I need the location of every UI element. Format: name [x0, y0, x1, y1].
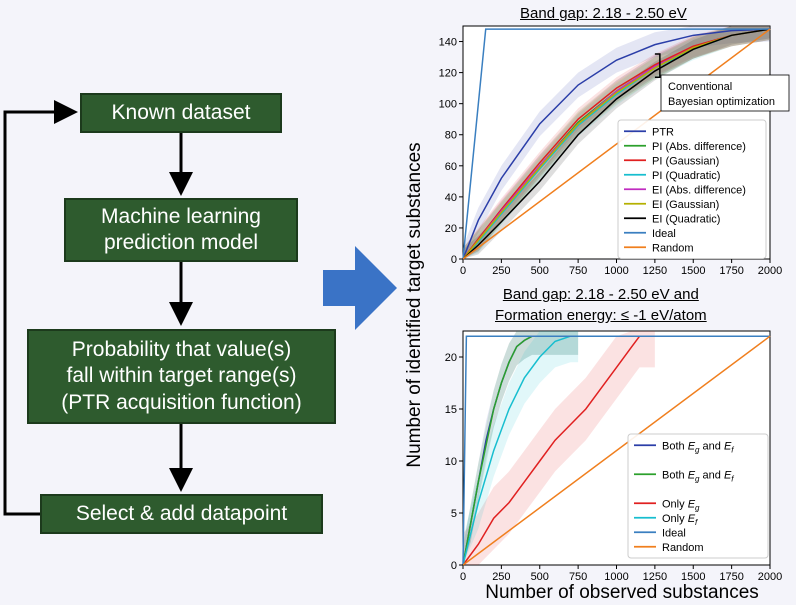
legend-label-6: EI (Quadratic): [652, 213, 720, 225]
chart1-title: Band gap: 2.18 - 2.50 eV: [520, 5, 687, 22]
series-line-4: [462, 335, 770, 566]
ptr-line3: (PTR acquisition function): [61, 390, 302, 414]
legend-label-2: Only Eg: [662, 498, 700, 512]
x-tick-label-0: 0: [460, 571, 466, 583]
chart2-title: Band gap: 2.18 - 2.50 eV and Formation e…: [495, 284, 707, 326]
chart2-title-line2: Formation energy: ≤ -1 eV/atom: [495, 307, 707, 324]
big-blue-arrow: [323, 246, 397, 330]
known-dataset-label: Known dataset: [111, 100, 251, 124]
x-tick-label-3: 750: [569, 571, 587, 583]
x-tick-label-5: 1250: [643, 265, 667, 277]
series-line-2: [462, 335, 655, 566]
annotation-line2: Bayesian optimization: [668, 96, 775, 108]
legend-label-3: PI (Quadratic): [652, 170, 720, 182]
x-tick-label-1: 250: [492, 265, 510, 277]
x-tick-label-8: 2000: [758, 265, 782, 277]
series-line-7: [462, 28, 770, 260]
legend-label-3: Only Ef: [662, 513, 698, 527]
select-datapoint-box: Select & add datapoint: [40, 494, 323, 534]
legend-label-7: Ideal: [652, 228, 676, 240]
annotation-bracket: [654, 53, 661, 79]
y-tick-label-6: 120: [439, 68, 457, 80]
x-tick-label-1: 250: [492, 571, 510, 583]
y-tick-label-7: 140: [439, 37, 457, 49]
annotation-box: [660, 74, 790, 112]
series-line-3: [462, 335, 579, 566]
legend-label-4: Ideal: [662, 527, 686, 539]
ptr-line2: fall within target range(s): [66, 364, 297, 388]
ptr-box: Probability that value(s) fall within ta…: [27, 329, 336, 424]
ml-model-box: Machine learning prediction model: [64, 198, 298, 262]
y-tick-label-2: 40: [445, 192, 457, 204]
y-tick-label-0: 0: [451, 560, 457, 572]
series-line-5: [462, 335, 771, 566]
legend-label-5: EI (Gaussian): [652, 199, 719, 211]
x-tick-label-0: 0: [460, 265, 466, 277]
legend-label-0: PTR: [652, 126, 674, 138]
x-axis-label: Number of observed substances: [485, 582, 759, 603]
ml-model-line2: prediction model: [103, 231, 259, 254]
annotation-line1: Conventional: [668, 81, 732, 93]
x-tick-label-2: 500: [531, 265, 549, 277]
y-tick-label-4: 80: [445, 130, 457, 142]
select-datapoint-label: Select & add datapoint: [75, 501, 288, 525]
x-tick-label-8: 2000: [758, 571, 782, 583]
y-tick-label-4: 20: [445, 352, 457, 364]
x-tick-label-4: 1000: [604, 265, 628, 277]
y-tick-label-5: 100: [439, 99, 457, 111]
x-tick-label-7: 1750: [719, 265, 743, 277]
y-tick-label-1: 20: [445, 223, 457, 235]
y-tick-label-1: 5: [451, 508, 457, 520]
legend: [617, 119, 767, 259]
ptr-line1: Probability that value(s): [71, 338, 292, 362]
y-tick-label-3: 15: [445, 404, 457, 416]
ml-model-line1: Machine learning: [101, 204, 261, 228]
legend-label-1: PI (Abs. difference): [652, 141, 746, 153]
y-tick-label-0: 0: [451, 254, 457, 266]
chart2-title-line1: Band gap: 2.18 - 2.50 eV and: [502, 286, 699, 303]
x-tick-label-5: 1250: [643, 571, 667, 583]
series-band-2: [463, 331, 655, 565]
legend-label-5: Random: [662, 542, 704, 554]
series-line-6: [462, 28, 771, 260]
x-tick-label-7: 1750: [719, 571, 743, 583]
legend-label-1: Both Eg and Ef: [662, 469, 734, 483]
legend-label-4: EI (Abs. difference): [652, 184, 746, 196]
x-tick-label-4: 1000: [604, 571, 628, 583]
feedback-loop: [3, 100, 78, 516]
known-dataset-box: Known dataset: [80, 93, 282, 133]
x-tick-label-3: 750: [569, 265, 587, 277]
series-band-3: [463, 331, 579, 565]
y-tick-label-2: 10: [445, 456, 457, 468]
series-band-0: [463, 26, 770, 259]
legend-label-2: PI (Gaussian): [652, 155, 719, 167]
legend: [627, 433, 769, 559]
x-tick-label-2: 500: [531, 571, 549, 583]
x-tick-label-6: 1500: [681, 571, 705, 583]
legend-label-0: Both Eg and Ef: [662, 440, 734, 454]
y-tick-label-3: 60: [445, 161, 457, 173]
series-line-0: [462, 28, 771, 260]
series-line-8: [462, 28, 771, 260]
legend-label-8: Random: [652, 242, 694, 254]
x-tick-label-6: 1500: [681, 265, 705, 277]
